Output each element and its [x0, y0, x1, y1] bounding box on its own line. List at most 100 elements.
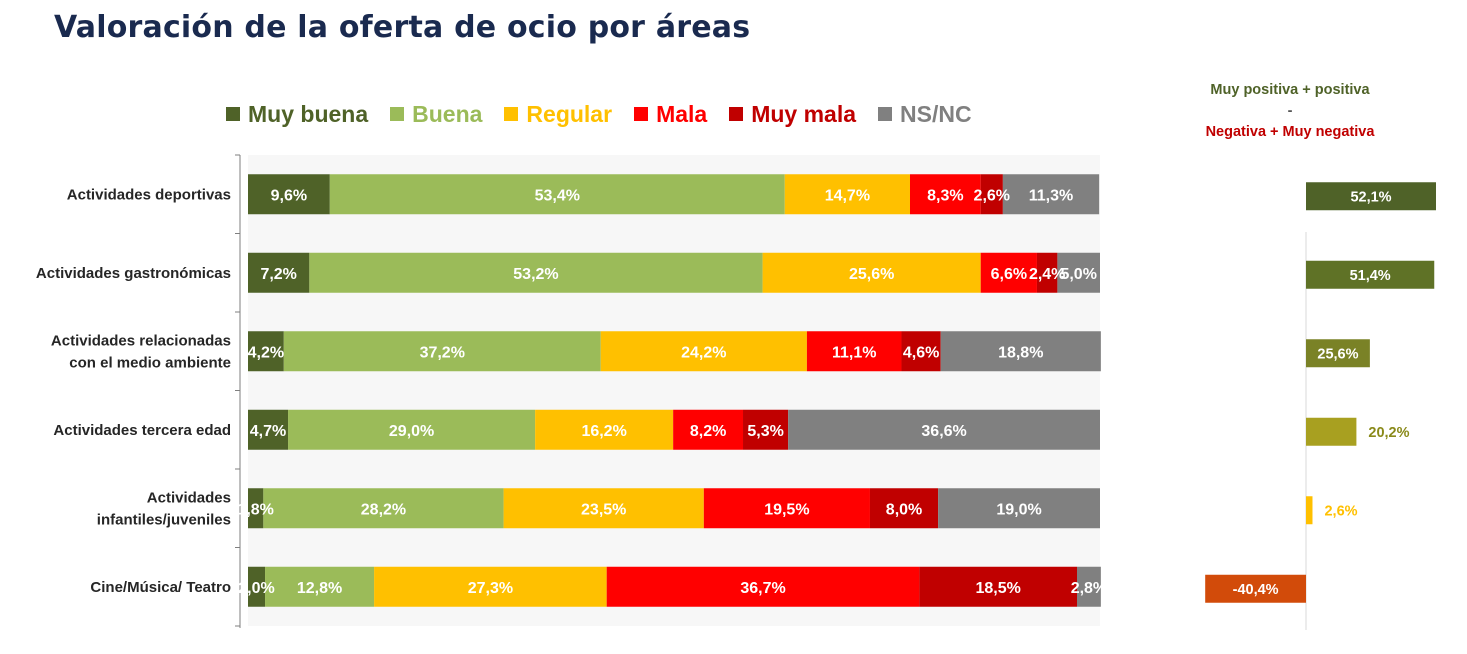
category-label: Cine/Música/ Teatro — [90, 579, 231, 596]
data-label: 4,7% — [250, 423, 286, 440]
bar-segment — [248, 252, 310, 293]
category-label: infantiles/juveniles — [97, 511, 231, 528]
bar-segment — [248, 566, 266, 607]
legend-item-buena: Buena — [390, 101, 482, 128]
data-label: 11,1% — [832, 344, 876, 361]
data-label: 7,2% — [260, 266, 296, 283]
legend-item-mala: Mala — [634, 101, 707, 128]
category-label: con el medio ambiente — [69, 354, 231, 371]
legend-item-regular: Regular — [504, 101, 612, 128]
data-label: 1,8% — [237, 501, 273, 518]
bar-segment — [248, 174, 330, 215]
legend-label: Mala — [656, 100, 708, 127]
data-label: 12,8% — [297, 580, 342, 597]
net-data-label: 25,6% — [1317, 346, 1358, 362]
bar-segment — [901, 331, 941, 372]
legend-swatch — [878, 107, 893, 121]
net-data-label: 51,4% — [1350, 268, 1391, 284]
bar-segment — [940, 331, 1101, 372]
net-bar — [1306, 260, 1435, 289]
data-label: 2,8% — [1071, 580, 1107, 597]
net-data-label: 20,2% — [1368, 425, 1409, 441]
data-label: 5,3% — [747, 423, 783, 440]
bar-segment — [784, 174, 911, 215]
data-label: 28,2% — [361, 501, 406, 518]
bar-segment — [980, 252, 1037, 293]
bar-segment — [1002, 174, 1100, 215]
legend-label: NS/NC — [900, 100, 972, 127]
legend-swatch — [504, 107, 519, 121]
bar-segment — [1076, 566, 1101, 607]
data-label: 18,5% — [975, 580, 1020, 597]
category-label: Actividades relacionadas — [51, 332, 231, 349]
bar-segment — [910, 174, 981, 215]
legend-label: Regular — [526, 100, 613, 127]
data-label: 53,4% — [535, 187, 580, 204]
bar-segment — [329, 174, 785, 215]
legend-swatch — [390, 107, 405, 121]
bar-segment — [535, 409, 674, 450]
bar-segment — [248, 488, 264, 529]
bar-segment — [1036, 252, 1058, 293]
legend-swatch — [634, 107, 649, 121]
data-label: 8,2% — [690, 423, 726, 440]
category-label: Actividades gastronómicas — [36, 265, 231, 282]
bar-segment — [788, 409, 1100, 450]
data-label: 11,3% — [1029, 187, 1073, 204]
legend-label: Buena — [412, 100, 483, 127]
legend-label: Muy mala — [751, 100, 857, 127]
data-label: 4,2% — [248, 344, 284, 361]
data-label: 23,5% — [581, 501, 626, 518]
bar-segment — [980, 174, 1003, 215]
net-bar — [1205, 574, 1306, 603]
bar-segment — [743, 409, 789, 450]
legend-label: Muy buena — [248, 100, 369, 127]
bar-segment — [673, 409, 744, 450]
data-label: 25,6% — [849, 266, 894, 283]
chart-legend: Muy buena Buena Regular Mala Muy mala NS… — [226, 100, 972, 128]
net-bar — [1306, 417, 1357, 446]
data-label: 37,2% — [420, 344, 465, 361]
legend-item-muy-mala: Muy mala — [729, 101, 856, 128]
data-label: 53,2% — [513, 266, 558, 283]
data-label: 19,0% — [996, 501, 1041, 518]
bar-segment — [283, 331, 601, 372]
data-label: 2,4% — [1029, 266, 1065, 283]
chart-title: Valoración de la oferta de ocio por área… — [54, 10, 751, 45]
data-label: 36,7% — [740, 580, 785, 597]
data-label: 24,2% — [681, 344, 726, 361]
data-label: 9,6% — [271, 187, 307, 204]
net-bar — [1306, 496, 1313, 525]
bar-segment — [265, 566, 375, 607]
bar-segment — [919, 566, 1077, 607]
bar-segment — [248, 331, 284, 372]
data-label: 5,0% — [1060, 266, 1096, 283]
category-label: Actividades — [147, 489, 231, 506]
bar-segment — [703, 488, 870, 529]
legend-item-muy-buena: Muy buena — [226, 101, 368, 128]
data-label: 16,2% — [581, 423, 626, 440]
data-label: 29,0% — [389, 423, 434, 440]
data-label: 14,7% — [825, 187, 870, 204]
plot-background — [248, 155, 1100, 626]
data-label: 18,8% — [998, 344, 1043, 361]
bar-segment — [503, 488, 704, 529]
data-label: 2,6% — [974, 187, 1010, 204]
net-header-negative: Negativa + Muy negativa — [1205, 124, 1375, 140]
net-data-label: 52,1% — [1350, 189, 1391, 205]
net-data-label: 2,6% — [1324, 503, 1357, 519]
net-bar — [1306, 182, 1436, 211]
net-bar — [1306, 339, 1370, 368]
bar-segment — [869, 488, 939, 529]
data-label: 6,6% — [991, 266, 1027, 283]
bar-segment — [762, 252, 981, 293]
bar-segment — [263, 488, 504, 529]
bar-segment — [938, 488, 1100, 529]
bar-segment — [1057, 252, 1100, 293]
bar-segment — [606, 566, 920, 607]
legend-item-nsnc: NS/NC — [878, 101, 972, 128]
category-label: Actividades tercera edad — [53, 422, 231, 439]
category-label: Actividades deportivas — [67, 186, 231, 203]
data-label: 8,0% — [886, 501, 922, 518]
